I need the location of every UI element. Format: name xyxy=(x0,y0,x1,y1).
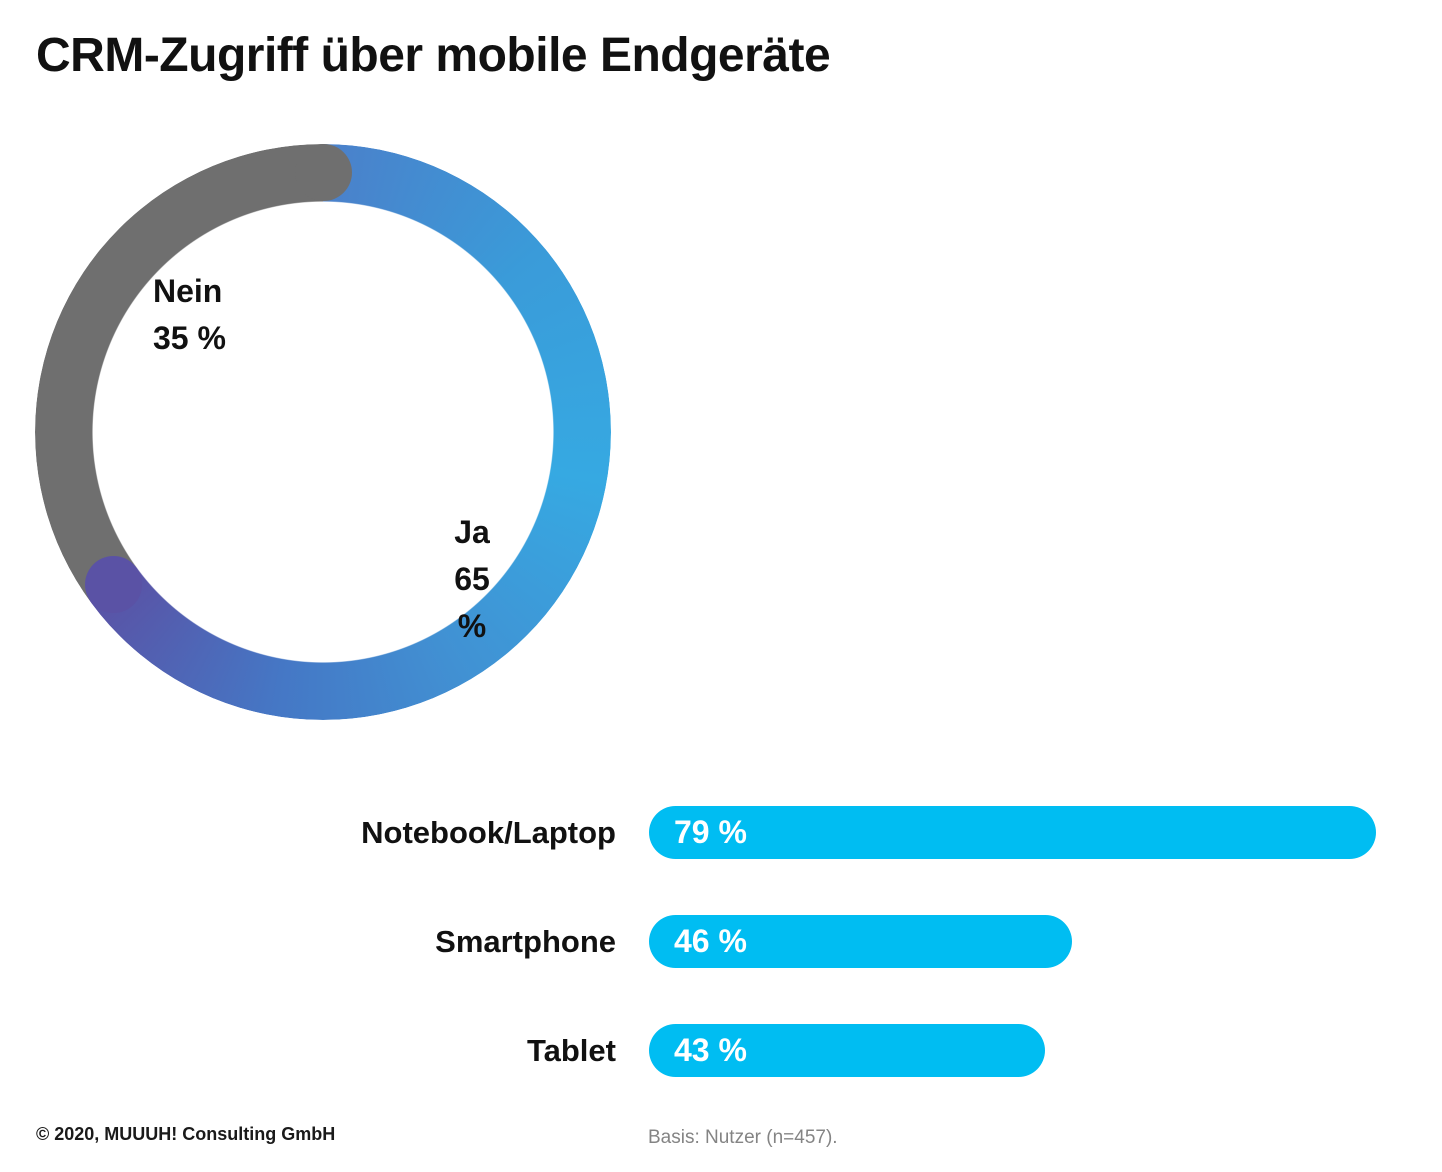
bar-category-label: Notebook/Laptop xyxy=(361,815,616,850)
donut-gray-endcap xyxy=(294,144,352,201)
page-title: CRM-Zugriff über mobile Endgeräte xyxy=(36,29,831,82)
bar-value-label: 79 % xyxy=(674,814,747,850)
bar: 43 % xyxy=(649,1024,1045,1077)
copyright-note: © 2020, MUUUH! Consulting GmbH xyxy=(36,1124,336,1144)
segment-value: 35 % xyxy=(153,320,226,356)
donut-purple-endcap xyxy=(84,556,142,614)
sample-basis-note: Basis: Nutzer (n=457). xyxy=(648,1127,838,1148)
segment-name: Ja xyxy=(454,514,490,550)
bar: 79 % xyxy=(649,806,1376,859)
bar-category-label: Tablet xyxy=(527,1033,616,1068)
bar-category-label: Smartphone xyxy=(435,924,616,959)
segment-value: 65 % xyxy=(454,561,490,644)
donut-segment-label-ja: Ja 65 % xyxy=(436,509,508,650)
bar-value-label: 46 % xyxy=(674,923,747,959)
donut-ring xyxy=(35,144,611,720)
donut-segment-label-nein: Nein 35 % xyxy=(153,268,226,362)
bar-value-label: 43 % xyxy=(674,1032,747,1068)
donut-chart: Nein 35 % Ja 65 % xyxy=(35,144,611,720)
bar: 46 % xyxy=(649,915,1072,968)
segment-name: Nein xyxy=(153,273,223,309)
